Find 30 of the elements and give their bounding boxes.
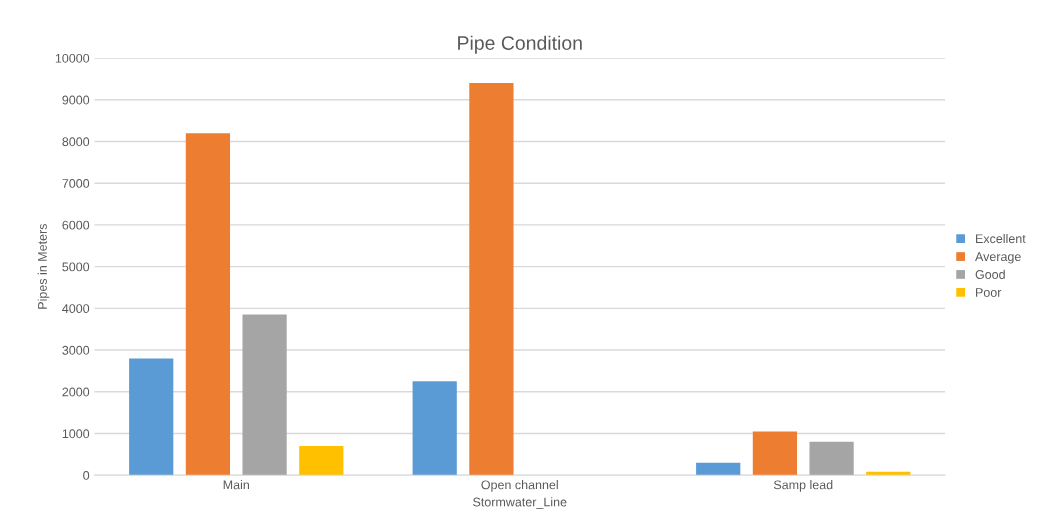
bar: [752, 431, 798, 476]
y-tick-label: 7000: [62, 179, 90, 188]
bar: [696, 462, 741, 476]
y-tick-label: 3000: [62, 345, 90, 355]
x-tick-label: Open channel: [481, 480, 558, 492]
y-tick-label: 9000: [62, 95, 90, 105]
y-tick-label: 6000: [62, 220, 90, 230]
legend-label: Excellent: [976, 233, 1026, 244]
bar: [469, 83, 514, 476]
y-tick-label: 4000: [62, 304, 90, 313]
y-tick-label: 0: [83, 471, 90, 480]
legend-label: Poor: [976, 288, 1002, 297]
legend-label: Average: [975, 252, 1021, 264]
y-tick-label: 10000: [55, 53, 90, 63]
legend-label: Good: [975, 269, 1005, 279]
bar: [809, 441, 854, 476]
x-tick-label: Samp lead: [773, 480, 833, 492]
bar: [242, 314, 287, 476]
bar: [299, 446, 344, 476]
bar: [129, 358, 174, 476]
y-tick-label: 1000: [62, 429, 90, 439]
chart-title: Pipe Condition: [458, 35, 582, 54]
y-tick-label: 8000: [62, 137, 90, 147]
y-axis-title: Pipes in Meters: [37, 224, 50, 309]
bar: [412, 381, 457, 476]
bar: [185, 133, 231, 476]
y-tick-label: 5000: [62, 262, 90, 272]
x-tick-label: Main: [223, 480, 249, 490]
y-tick-label: 2000: [62, 387, 90, 397]
x-axis-title: Stormwater_Line: [473, 497, 567, 509]
